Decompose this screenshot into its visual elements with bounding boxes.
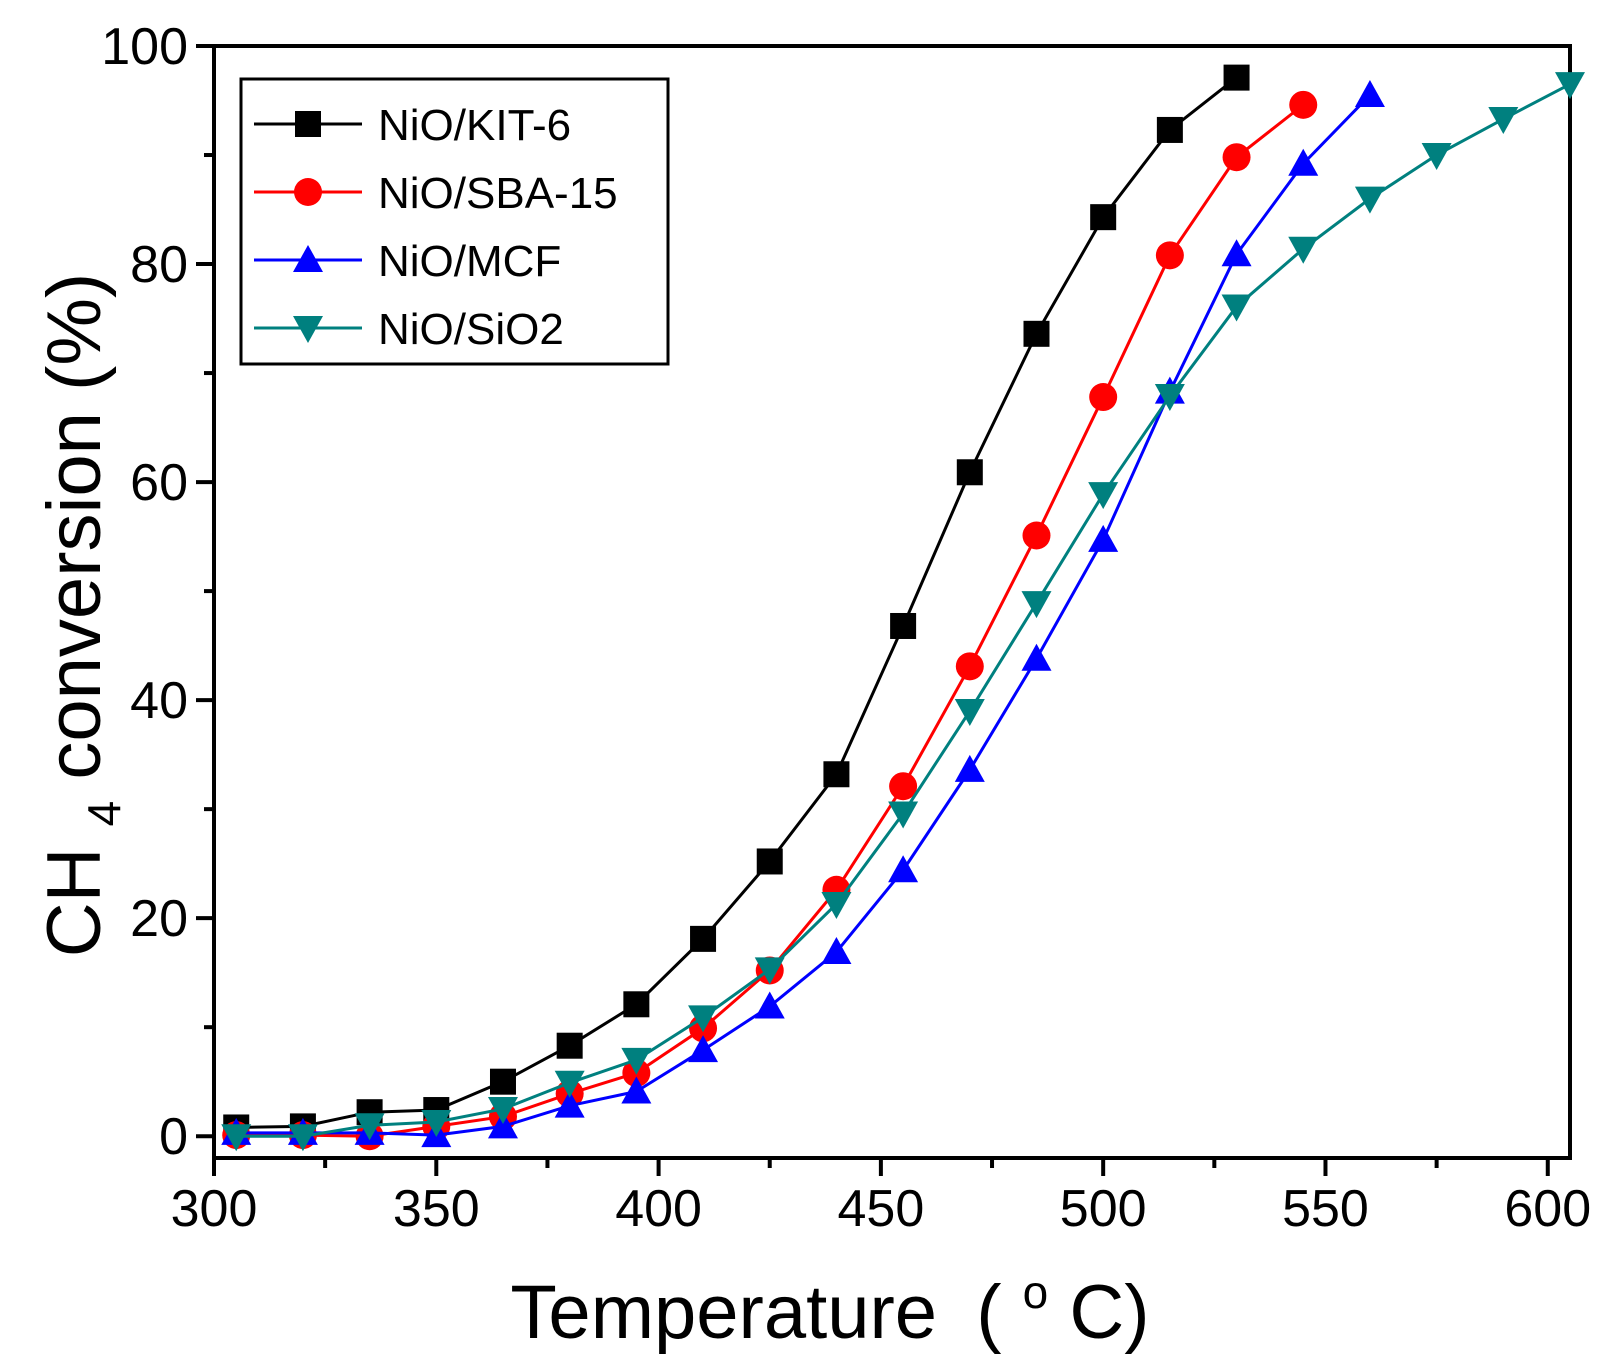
- data-point: [688, 1035, 719, 1063]
- x-tick-label: 350: [393, 1180, 480, 1238]
- data-point: [821, 891, 852, 919]
- data-point: [1354, 186, 1385, 214]
- series-2: [221, 80, 1385, 1148]
- data-point: [754, 957, 785, 985]
- data-point: [1221, 294, 1252, 322]
- x-tick-label: 600: [1504, 1180, 1591, 1238]
- series-3: [221, 72, 1585, 1152]
- plot-frame: [212, 44, 1572, 1160]
- data-point: [1023, 320, 1050, 347]
- y-tick-label: 100: [101, 18, 188, 76]
- legend-entry: NiO/SiO2: [254, 305, 564, 354]
- data-point: [1090, 204, 1117, 231]
- data-point: [756, 848, 783, 875]
- legend-marker: [293, 316, 323, 343]
- data-point: [688, 1005, 719, 1033]
- data-point: [1555, 72, 1585, 100]
- data-point: [554, 1090, 585, 1118]
- data-point: [1288, 236, 1319, 264]
- data-point: [556, 1032, 583, 1059]
- data-point: [287, 1124, 318, 1152]
- y-tick-label: 40: [130, 672, 188, 730]
- data-point: [1021, 643, 1052, 671]
- data-point: [1288, 148, 1319, 176]
- legend-marker: [294, 178, 322, 206]
- data-point: [221, 1124, 252, 1152]
- y-tick-label: 20: [130, 890, 188, 948]
- x-axis-title-degree: o: [1023, 1266, 1049, 1318]
- legend-marker: [293, 245, 323, 272]
- axis-ticks: [196, 44, 1550, 1176]
- data-point: [888, 801, 919, 829]
- y-axis-title-rest: conversion (%): [32, 273, 117, 780]
- data-point: [1421, 143, 1452, 171]
- data-point: [354, 1113, 385, 1141]
- data-point: [1088, 524, 1119, 552]
- data-point: [1223, 64, 1250, 91]
- x-axis-title-unit: C): [1069, 1270, 1149, 1355]
- y-tick-label: 60: [130, 454, 188, 512]
- legend-label: NiO/MCF: [378, 237, 561, 286]
- y-axis-title: CH 4 conversion (%): [32, 273, 137, 957]
- data-point: [1089, 383, 1118, 412]
- series-line: [236, 94, 1372, 1137]
- tick-labels: 300 350 400 450 500 550 600 0 20 40 60 80 100: [101, 18, 1591, 1238]
- legend-label: NiO/KIT-6: [378, 101, 571, 150]
- data-point: [890, 612, 917, 639]
- y-tick-label: 80: [130, 236, 188, 294]
- data-point: [621, 1047, 652, 1075]
- y-axis-title-main: CH: [32, 847, 117, 957]
- legend-marker: [295, 111, 321, 137]
- data-point: [954, 754, 985, 782]
- legend-entry: NiO/MCF: [254, 237, 561, 286]
- legend: NiO/KIT-6 NiO/SBA-15 NiO/MCF NiO/SiO2: [239, 77, 670, 366]
- data-point: [1021, 591, 1052, 619]
- data-point: [489, 1068, 516, 1095]
- x-tick-label: 300: [171, 1180, 258, 1238]
- data-point: [821, 936, 852, 964]
- x-tick-label: 400: [615, 1180, 702, 1238]
- data-point: [623, 991, 650, 1018]
- data-point: [1354, 80, 1385, 108]
- x-tick-label: 550: [1282, 1180, 1369, 1238]
- data-point: [1488, 107, 1519, 135]
- data-point: [1022, 521, 1051, 550]
- data-point: [754, 991, 785, 1019]
- data-point: [690, 925, 717, 952]
- data-point: [487, 1111, 518, 1139]
- x-axis-title-open: (: [976, 1270, 1001, 1355]
- y-axis-title-sub: 4: [78, 801, 130, 827]
- legend-entry: NiO/KIT-6: [254, 101, 571, 150]
- x-axis-title-main: Temperature: [510, 1270, 937, 1355]
- y-tick-label: 0: [159, 1108, 188, 1166]
- legend-label: NiO/SiO2: [378, 305, 564, 354]
- data-point: [1088, 482, 1119, 510]
- series-layer: [221, 64, 1585, 1152]
- data-point: [487, 1096, 518, 1124]
- data-point: [1221, 239, 1252, 267]
- data-point: [1154, 383, 1185, 411]
- data-point: [1156, 116, 1183, 143]
- data-point: [621, 1076, 652, 1104]
- data-point: [1289, 90, 1318, 119]
- data-point: [1222, 143, 1251, 172]
- data-point: [823, 761, 850, 788]
- data-point: [954, 699, 985, 727]
- legend-entry: NiO/SBA-15: [254, 169, 618, 218]
- legend-label: NiO/SBA-15: [378, 169, 618, 218]
- data-point: [888, 855, 919, 883]
- data-point: [889, 772, 918, 801]
- x-axis-title: Temperature ( o C): [510, 1240, 1149, 1355]
- x-tick-label: 500: [1060, 1180, 1147, 1238]
- data-point: [554, 1070, 585, 1098]
- data-point: [955, 652, 984, 681]
- x-tick-label: 450: [838, 1180, 925, 1238]
- data-point: [1155, 241, 1184, 270]
- series-line: [236, 76, 1238, 1129]
- data-point: [956, 459, 983, 486]
- data-point: [421, 1110, 452, 1138]
